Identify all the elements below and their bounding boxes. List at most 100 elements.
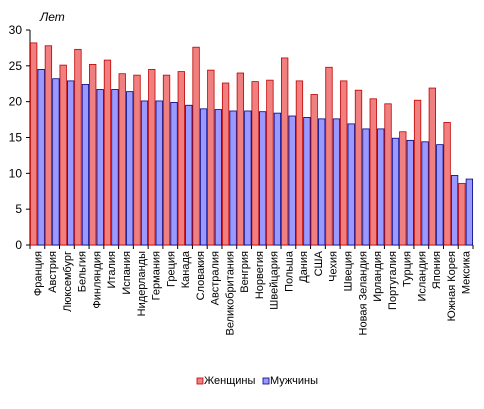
- bar-men: [155, 100, 163, 246]
- category-label: Австралия: [210, 251, 222, 305]
- bar-women: [369, 98, 377, 246]
- bar-men: [96, 89, 104, 246]
- category-label: Финляндия: [91, 251, 103, 309]
- bar-women: [310, 94, 318, 246]
- bar-women: [295, 80, 304, 246]
- bar-men: [140, 100, 149, 246]
- y-tick-label: 5: [15, 202, 22, 216]
- legend-label-women: Женщины: [204, 375, 255, 387]
- category-label: Новая Зеландия: [357, 251, 369, 335]
- bar-women: [266, 79, 274, 246]
- bar-men: [81, 84, 90, 246]
- category-label: США: [313, 250, 325, 276]
- bar-men: [391, 137, 400, 246]
- bar-men: [347, 123, 355, 246]
- bar-women: [148, 69, 156, 246]
- bar-men: [244, 110, 252, 246]
- bar-men: [318, 118, 326, 246]
- legend-swatch-women: [196, 377, 204, 385]
- category-label: Австрия: [47, 251, 59, 293]
- bar-women: [325, 66, 333, 246]
- category-label: Канада: [180, 250, 192, 288]
- bar-men: [111, 89, 119, 246]
- bar-men: [52, 78, 60, 246]
- bar-women: [192, 46, 200, 246]
- bar-men: [377, 128, 385, 246]
- category-label: Великобритания: [224, 251, 236, 336]
- category-label: Бельгия: [77, 251, 89, 292]
- bar-women: [354, 89, 363, 246]
- category-label: Нидерланды: [136, 251, 148, 316]
- unit-label: Лет: [39, 10, 65, 24]
- bar-women: [177, 71, 185, 246]
- bar-women: [443, 122, 451, 246]
- y-axis: 0 5 10 15 20 25 30: [9, 23, 31, 252]
- bar-women: [413, 99, 422, 246]
- y-tick-label: 30: [9, 23, 23, 37]
- bar-men: [258, 111, 267, 246]
- bar-men: [126, 91, 134, 246]
- bar-men: [303, 117, 311, 246]
- bar-women: [340, 80, 348, 246]
- bar-women: [428, 87, 436, 246]
- bars: [29, 42, 474, 246]
- legend-label-men: Мужчины: [270, 375, 318, 387]
- category-label: Япония: [431, 251, 443, 289]
- category-label: Польша: [283, 250, 295, 292]
- bar-men: [199, 108, 208, 246]
- y-tick-label: 15: [9, 131, 23, 145]
- bar-men: [37, 69, 45, 246]
- bar-women: [384, 103, 392, 246]
- bar-women: [29, 42, 38, 246]
- category-label: Дания: [298, 251, 310, 283]
- category-label: Италия: [106, 251, 118, 289]
- bar-women: [44, 45, 53, 246]
- bar-women: [118, 73, 126, 246]
- category-label: Швеция: [342, 251, 354, 291]
- bar-men: [273, 112, 282, 246]
- bar-men: [421, 141, 429, 246]
- bar-women: [103, 59, 112, 246]
- bar-men: [436, 144, 444, 246]
- category-label: Словакия: [195, 251, 207, 300]
- bar-men: [332, 118, 341, 246]
- bar-women: [221, 82, 230, 246]
- bar-women: [59, 64, 67, 246]
- bar-women: [207, 69, 215, 246]
- bar-women: [162, 74, 171, 246]
- bar-men: [170, 101, 178, 246]
- category-label: Турция: [402, 251, 414, 287]
- bar-men: [465, 178, 474, 246]
- category-label: Франция: [32, 251, 44, 296]
- bar-men: [67, 80, 75, 246]
- category-label: Южная Корея: [446, 251, 458, 321]
- y-tick-label: 25: [9, 59, 23, 73]
- y-tick-label: 20: [9, 95, 23, 109]
- category-label: Люксембург: [62, 251, 74, 312]
- bar-men: [362, 128, 370, 246]
- bar-men: [450, 175, 459, 246]
- bar-women: [251, 81, 259, 246]
- bar-women: [399, 131, 407, 246]
- bar-men: [185, 104, 193, 246]
- category-label: Чехия: [328, 251, 340, 282]
- y-tick-label: 0: [15, 238, 22, 252]
- category-label: Португалия: [387, 251, 399, 310]
- bar-men: [288, 115, 296, 246]
- category-label: Швейцария: [269, 251, 281, 310]
- bar-women: [236, 72, 245, 246]
- bar-women: [281, 57, 289, 246]
- bar-men: [406, 139, 414, 246]
- category-label: Ирландия: [372, 251, 384, 302]
- category-label: Испания: [121, 251, 133, 295]
- bar-men: [214, 109, 222, 246]
- category-label: Венгрия: [239, 251, 251, 293]
- category-label: Греция: [165, 251, 177, 287]
- x-axis: Франция Австрия Люксембург Бельгия Финляндия…: [29, 244, 474, 336]
- category-label: Мексика: [461, 250, 473, 294]
- bar-women: [133, 74, 141, 246]
- legend-swatch-men: [262, 377, 270, 385]
- y-tick-label: 10: [9, 166, 23, 180]
- bar-women: [458, 182, 466, 246]
